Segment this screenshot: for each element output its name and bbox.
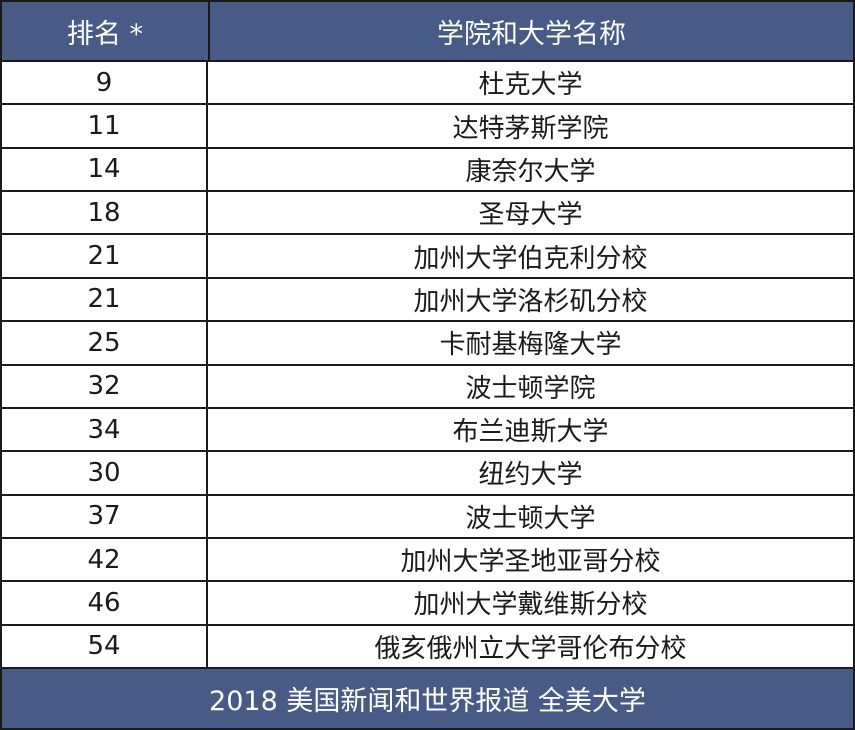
rank-cell: 18 xyxy=(2,192,208,234)
rank-cell: 37 xyxy=(2,495,208,537)
table-row: 9 杜克大学 xyxy=(2,62,853,106)
table-row: 54 俄亥俄州立大学哥伦布分校 xyxy=(2,625,853,668)
header-school-name: 学院和大学名称 xyxy=(437,18,626,50)
table-body: 9 杜克大学 11 达特茅斯学院 14 康奈尔大学 18 圣母大学 21 加州大… xyxy=(2,62,853,668)
rank-cell: 32 xyxy=(2,365,208,407)
school-name-cell: 波士顿大学 xyxy=(465,503,596,534)
rank-cell: 30 xyxy=(2,452,208,494)
school-name-cell: 加州大学圣地亚哥分校 xyxy=(400,547,661,578)
rank-cell: 54 xyxy=(2,625,208,668)
school-name-cell: 康奈尔大学 xyxy=(465,156,596,187)
school-name-cell: 加州大学戴维斯分校 xyxy=(413,590,648,621)
table-row: 34 布兰迪斯大学 xyxy=(2,408,853,453)
school-name-cell: 杜克大学 xyxy=(478,70,583,101)
rank-cell: 9 xyxy=(2,62,208,104)
table-row: 46 加州大学戴维斯分校 xyxy=(2,582,853,626)
table-row: 37 波士顿大学 xyxy=(2,495,853,539)
header-rank: 排名 * xyxy=(2,2,210,60)
rank-cell: 46 xyxy=(2,582,208,624)
table-row: 42 加州大学圣地亚哥分校 xyxy=(2,538,853,583)
school-name-cell: 达特茅斯学院 xyxy=(452,113,609,144)
school-name-cell: 俄亥俄州立大学哥伦布分校 xyxy=(374,633,687,664)
rank-cell: 21 xyxy=(2,235,208,277)
school-name-cell: 圣母大学 xyxy=(478,200,583,231)
table-row: 25 卡耐基梅隆大学 xyxy=(2,322,853,366)
school-name-cell: 卡耐基梅隆大学 xyxy=(439,330,622,361)
school-name-cell: 加州大学伯克利分校 xyxy=(413,243,648,274)
table-row: 14 康奈尔大学 xyxy=(2,148,853,193)
rank-cell: 21 xyxy=(2,278,208,321)
table-row: 21 加州大学洛杉矶分校 xyxy=(2,278,853,323)
table-row: 11 达特茅斯学院 xyxy=(2,105,853,149)
table-row: 21 加州大学伯克利分校 xyxy=(2,235,853,279)
table-footer-source: 2018 美国新闻和世界报道 全美大学 xyxy=(2,667,853,728)
table-row: 32 波士顿学院 xyxy=(2,365,853,409)
table-header: 排名 * 学院和大学名称 xyxy=(2,2,853,62)
school-name-cell: 纽约大学 xyxy=(478,460,583,491)
table-row: 18 圣母大学 xyxy=(2,192,853,236)
school-name-cell: 波士顿学院 xyxy=(465,373,596,404)
rank-cell: 34 xyxy=(2,408,208,451)
rank-cell: 42 xyxy=(2,538,208,581)
school-name-cell: 布兰迪斯大学 xyxy=(452,417,609,448)
table-row: 30 纽约大学 xyxy=(2,452,853,496)
school-name-cell: 加州大学洛杉矶分校 xyxy=(413,286,648,317)
rank-cell: 14 xyxy=(2,148,208,191)
rank-cell: 25 xyxy=(2,322,208,364)
rank-cell: 11 xyxy=(2,105,208,147)
